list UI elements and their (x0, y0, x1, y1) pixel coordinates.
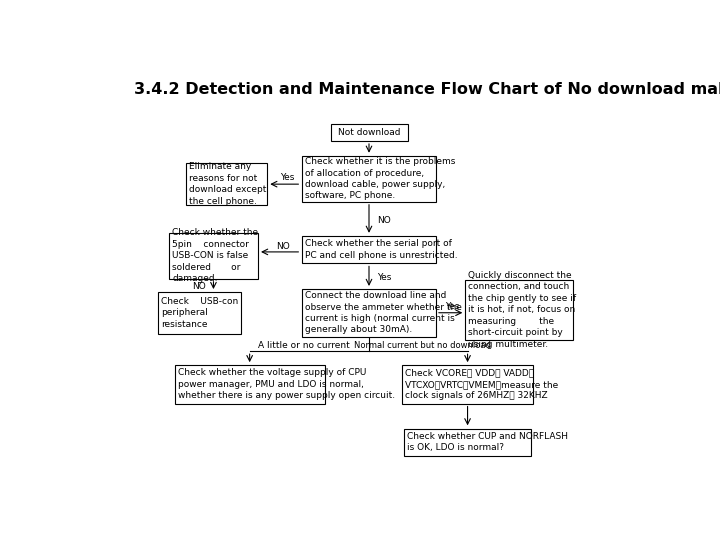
Bar (186, 163, 267, 205)
Text: Eliminate any
reasons for not
download except
the cell phone.: Eliminate any reasons for not download e… (189, 163, 266, 206)
Bar (174, 365, 325, 403)
Bar (402, 365, 533, 403)
Text: Yes: Yes (280, 173, 294, 183)
Text: 3.4.2 Detection and Maintenance Flow Chart of No download malfunction: 3.4.2 Detection and Maintenance Flow Cha… (134, 82, 720, 97)
Bar (302, 236, 436, 263)
Text: Check whether it is the problems
of allocation of procedure,
download cable, pow: Check whether it is the problems of allo… (305, 157, 455, 200)
Text: NO: NO (192, 282, 206, 291)
Bar (158, 292, 241, 334)
Bar (302, 289, 436, 336)
Text: A little or no current: A little or no current (258, 341, 349, 350)
Text: Normal current but no download: Normal current but no download (354, 341, 491, 350)
Bar (404, 429, 531, 456)
Text: Check VCORE， VDD， VADD，
VTCXO，VRTC，VMEM，measure the
clock signals of 26MHZ， 32KH: Check VCORE， VDD， VADD， VTCXO，VRTC，VMEM，… (405, 368, 559, 400)
Text: Quickly disconnect the
connection, and touch
the chip gently to see if
it is hot: Quickly disconnect the connection, and t… (468, 271, 577, 348)
Bar (302, 156, 436, 202)
Text: Yes: Yes (377, 273, 391, 282)
Text: Check whether the serial port of
PC and cell phone is unrestricted.: Check whether the serial port of PC and … (305, 239, 457, 260)
Text: Check whether the voltage supply of CPU
power manager, PMU and LDO is normal,
wh: Check whether the voltage supply of CPU … (178, 368, 395, 400)
Text: Check whether CUP and NORFLASH
is OK, LDO is normal?: Check whether CUP and NORFLASH is OK, LD… (407, 432, 568, 453)
Text: Not download: Not download (338, 128, 400, 137)
Text: Yes: Yes (445, 302, 459, 311)
Bar (169, 233, 258, 279)
Text: NO: NO (377, 216, 390, 225)
Text: Check whether the
5pin    connector
USB-CON is false
soldered       or
damaged.: Check whether the 5pin connector USB-CON… (172, 228, 258, 283)
Text: Connect the download line and
observe the ammeter whether the
current is high (n: Connect the download line and observe th… (305, 291, 462, 334)
Text: NO: NO (276, 242, 289, 251)
Bar (330, 124, 408, 141)
Text: Check    USB-con
peripheral
resistance: Check USB-con peripheral resistance (161, 297, 238, 329)
Bar (465, 280, 573, 340)
